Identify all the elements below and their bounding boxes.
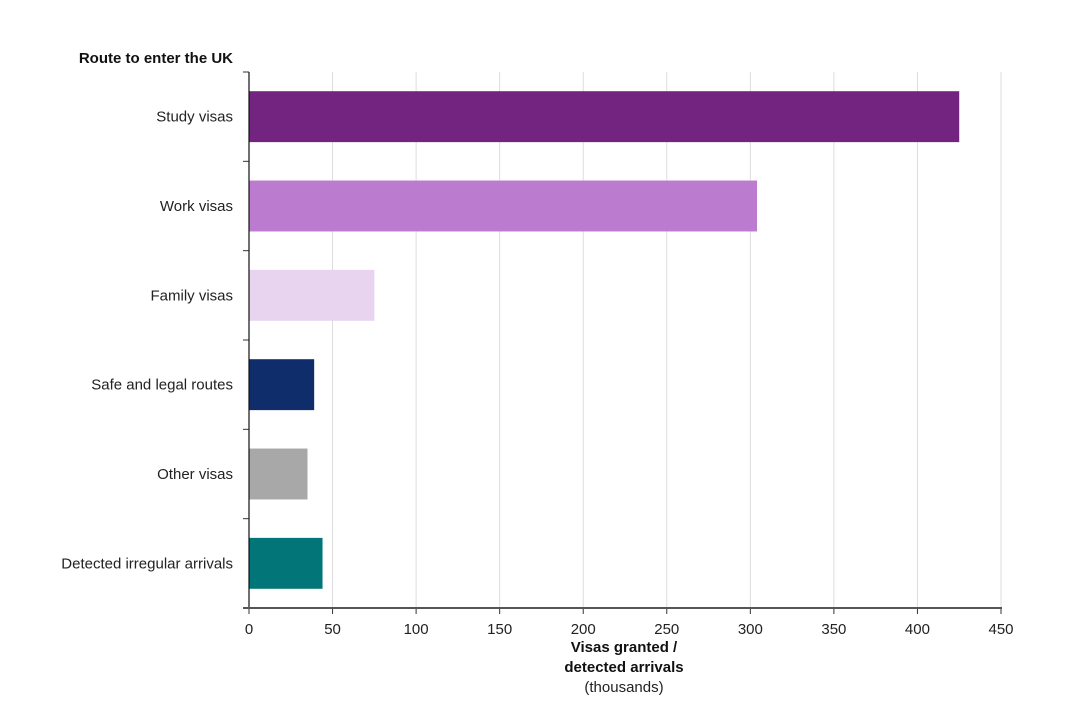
- bar: [249, 91, 960, 143]
- category-label: Work visas: [160, 198, 233, 215]
- x-tick-label: 100: [404, 621, 429, 638]
- bar: [249, 180, 758, 232]
- x-axis-title-line1: Visas granted /: [571, 639, 678, 656]
- category-label: Detected irregular arrivals: [61, 555, 233, 572]
- bar: [249, 269, 375, 321]
- x-axis-units: (thousands): [584, 679, 663, 696]
- x-tick-label: 450: [988, 621, 1013, 638]
- x-tick-label: 250: [654, 621, 679, 638]
- category-labels: Study visas Work visas Family visas Safe an…: [61, 71, 249, 572]
- x-tick-label: 150: [487, 621, 512, 638]
- y-axis-title: Route to enter the UK: [79, 50, 233, 67]
- bar: [249, 359, 315, 411]
- bars: [249, 91, 960, 589]
- category-label: Study visas: [156, 109, 233, 126]
- bar: [249, 448, 308, 500]
- x-tick-label: 50: [324, 621, 341, 638]
- category-label: Other visas: [157, 466, 233, 483]
- category-label: Safe and legal routes: [91, 377, 233, 394]
- x-ticks: 0 50 100 150 200 250 300 350 400 450: [245, 608, 1014, 638]
- x-tick-label: 350: [821, 621, 846, 638]
- x-axis-title-line2: detected arrivals: [564, 659, 683, 676]
- category-label: Family visas: [150, 287, 233, 304]
- gridlines: [332, 72, 1002, 608]
- x-tick-label: 400: [905, 621, 930, 638]
- x-tick-label: 300: [738, 621, 763, 638]
- x-tick-label: 0: [245, 621, 253, 638]
- bar: [249, 537, 323, 589]
- x-tick-label: 200: [571, 621, 596, 638]
